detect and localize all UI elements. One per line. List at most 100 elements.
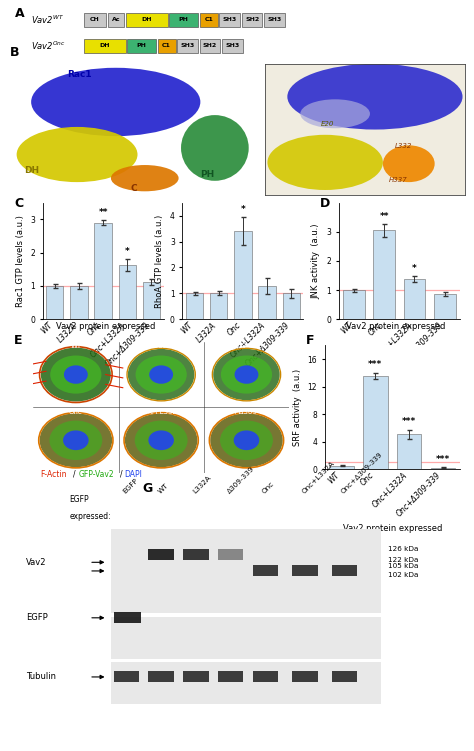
Ellipse shape: [64, 366, 88, 384]
Text: L332A: L332A: [150, 343, 172, 349]
Text: Vav2 protein expressed: Vav2 protein expressed: [346, 322, 446, 331]
Text: C1: C1: [204, 17, 213, 23]
Text: SH3: SH3: [267, 17, 282, 23]
Ellipse shape: [149, 366, 173, 384]
Text: C1: C1: [162, 44, 171, 48]
Text: EGFP: EGFP: [122, 478, 139, 495]
Bar: [253, 566, 278, 577]
Bar: [118, 265, 136, 319]
Text: ***: ***: [368, 360, 383, 369]
Y-axis label: JNK activity  (a.u.): JNK activity (a.u.): [312, 223, 321, 299]
Ellipse shape: [128, 349, 194, 400]
Bar: [434, 294, 456, 319]
Text: G: G: [142, 482, 153, 495]
Text: C: C: [130, 184, 137, 193]
Text: PH: PH: [179, 17, 189, 23]
Bar: [46, 286, 64, 319]
Text: Δ309-339: Δ309-339: [229, 343, 264, 349]
Bar: [219, 13, 240, 27]
Text: Rac1: Rac1: [67, 70, 92, 79]
Bar: [292, 566, 318, 577]
Text: C: C: [14, 197, 23, 210]
Bar: [158, 39, 175, 53]
Bar: [108, 13, 124, 27]
Text: 102 kDa: 102 kDa: [388, 572, 418, 578]
Text: *: *: [240, 204, 246, 213]
Ellipse shape: [39, 413, 112, 467]
Bar: [264, 13, 285, 27]
Text: Onc: Onc: [69, 409, 83, 415]
Bar: [218, 549, 244, 559]
X-axis label: Vav2 protein expressed: Vav2 protein expressed: [343, 524, 442, 533]
Ellipse shape: [125, 413, 198, 467]
Text: Onc+Δ309-339: Onc+Δ309-339: [219, 409, 273, 415]
Text: 126 kDa: 126 kDa: [388, 546, 418, 552]
Text: PH: PH: [201, 170, 215, 179]
Ellipse shape: [301, 99, 370, 128]
Ellipse shape: [148, 430, 174, 450]
Text: PH: PH: [137, 44, 146, 48]
Ellipse shape: [213, 349, 280, 400]
Bar: [170, 13, 198, 27]
Bar: [403, 279, 425, 319]
Text: /: /: [73, 470, 76, 479]
Text: GFP-Vav2: GFP-Vav2: [78, 470, 114, 479]
Text: **: **: [380, 212, 389, 221]
Bar: [258, 286, 276, 319]
Bar: [148, 671, 173, 683]
Bar: [218, 671, 244, 683]
Text: Vav2: Vav2: [26, 558, 46, 567]
Bar: [363, 376, 388, 469]
Bar: [329, 466, 354, 469]
Bar: [292, 671, 318, 683]
Text: Onc+L332A: Onc+L332A: [140, 409, 182, 415]
Ellipse shape: [267, 134, 383, 190]
Bar: [222, 39, 243, 53]
Text: Ac: Ac: [111, 17, 120, 23]
Bar: [200, 13, 218, 27]
Ellipse shape: [235, 366, 258, 384]
Ellipse shape: [221, 355, 272, 394]
Text: DH: DH: [100, 44, 110, 48]
Ellipse shape: [63, 430, 89, 450]
Text: EGFP: EGFP: [70, 495, 89, 504]
Ellipse shape: [50, 355, 101, 394]
Bar: [143, 282, 160, 319]
Text: ***: ***: [402, 417, 416, 426]
Text: EGFP: EGFP: [26, 614, 47, 623]
Ellipse shape: [41, 348, 111, 402]
Text: SH3: SH3: [181, 44, 195, 48]
Bar: [253, 671, 278, 683]
Text: H337: H337: [389, 177, 408, 183]
Bar: [84, 13, 106, 27]
Text: D: D: [320, 197, 330, 210]
Text: Tubulin: Tubulin: [26, 672, 56, 681]
Bar: [374, 231, 395, 319]
Text: WT: WT: [157, 483, 169, 495]
Bar: [111, 613, 381, 617]
Ellipse shape: [234, 430, 259, 450]
Bar: [343, 290, 365, 319]
Ellipse shape: [383, 145, 435, 182]
Bar: [234, 231, 252, 319]
Text: SH2: SH2: [245, 17, 259, 23]
Ellipse shape: [49, 421, 102, 460]
Text: **: **: [98, 207, 108, 216]
Bar: [183, 549, 209, 559]
Text: B: B: [9, 46, 19, 59]
Bar: [177, 39, 198, 53]
Ellipse shape: [135, 421, 188, 460]
Bar: [397, 434, 421, 469]
Text: DH: DH: [24, 166, 39, 175]
Text: ***: ***: [436, 454, 450, 463]
Text: Onc+L332A: Onc+L332A: [301, 460, 336, 495]
Bar: [126, 13, 168, 27]
Bar: [148, 549, 173, 559]
Text: SH2: SH2: [203, 44, 217, 48]
Bar: [94, 223, 112, 319]
Text: F-Actin: F-Actin: [40, 470, 67, 479]
Ellipse shape: [17, 127, 137, 182]
Ellipse shape: [111, 165, 179, 192]
Y-axis label: RhoA GTP levels (a.u.): RhoA GTP levels (a.u.): [155, 214, 164, 308]
Ellipse shape: [181, 115, 249, 181]
